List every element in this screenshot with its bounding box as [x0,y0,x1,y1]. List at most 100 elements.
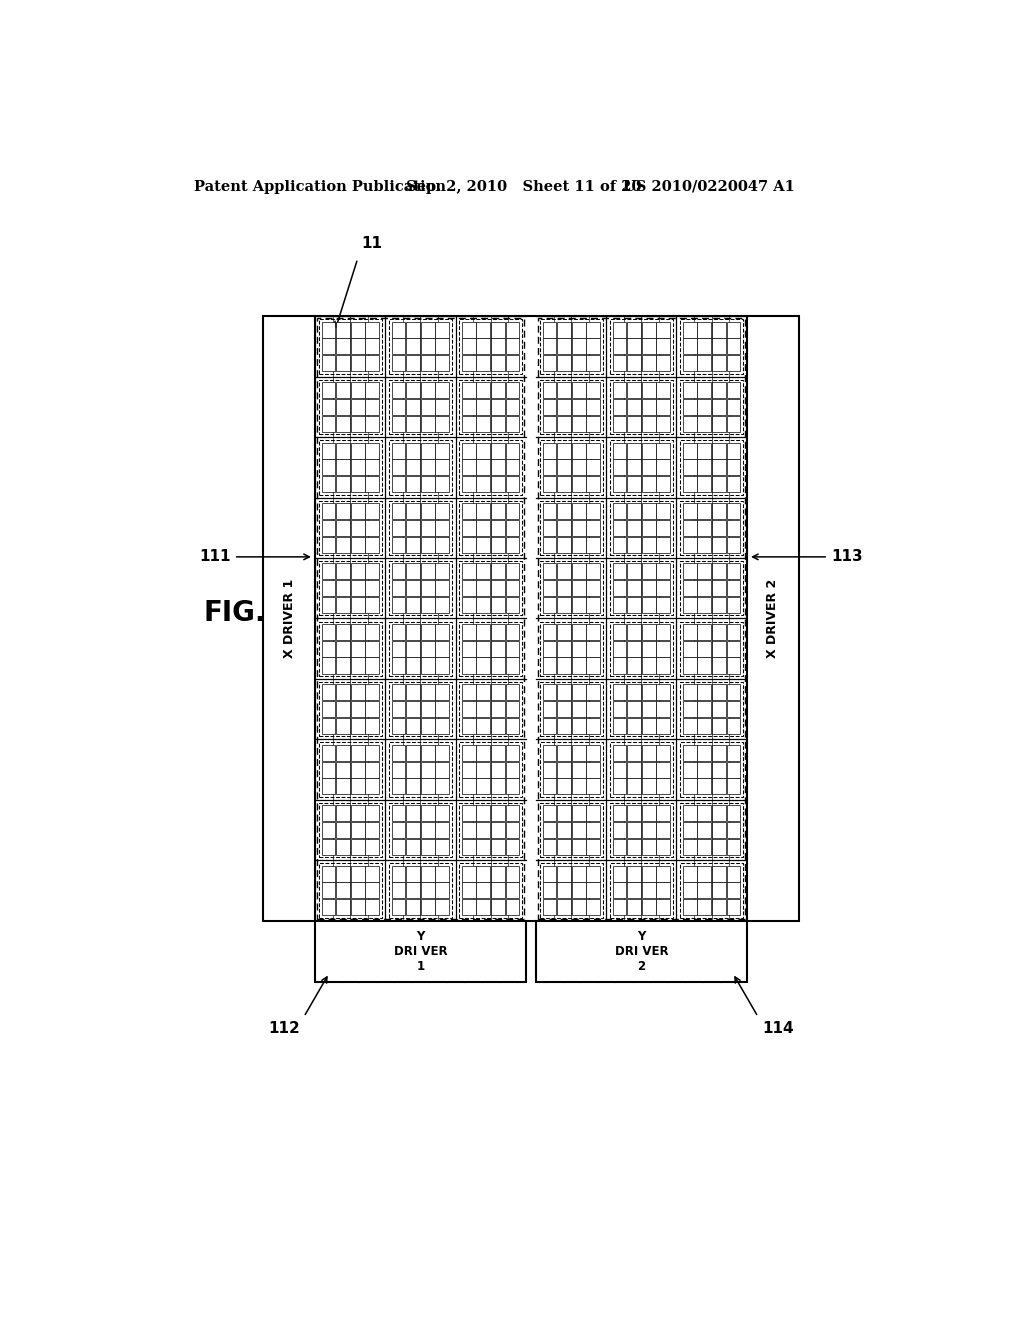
Bar [642,883,655,899]
Bar [683,442,696,458]
Bar [541,803,602,857]
Bar [351,640,365,657]
Bar [336,744,350,760]
Bar [628,459,641,475]
Bar [315,921,525,982]
Bar [366,744,379,760]
Bar [571,866,586,882]
Bar [628,416,641,432]
Bar [587,597,600,612]
Bar [697,503,711,519]
Bar [557,477,571,492]
Bar [407,459,420,475]
Bar [319,561,382,615]
Bar [366,899,379,915]
Bar [462,503,475,519]
Bar [683,537,696,553]
Bar [610,863,673,917]
Bar [351,597,365,612]
Bar [490,537,505,553]
Bar [683,822,696,838]
Bar [506,399,519,414]
Bar [490,399,505,414]
Bar [366,701,379,717]
Bar [421,477,435,492]
Bar [543,822,556,838]
Bar [612,883,627,899]
Bar [727,883,740,899]
Bar [628,866,641,882]
Bar [336,442,350,458]
Bar [490,520,505,536]
Bar [656,597,671,612]
Bar [263,317,315,921]
Bar [462,381,475,399]
Bar [571,684,586,701]
Bar [680,380,742,434]
Bar [557,581,571,597]
Bar [642,520,655,536]
Bar [490,416,505,432]
Bar [683,744,696,760]
Bar [712,581,726,597]
Bar [476,718,490,734]
Bar [407,805,420,821]
Bar [435,537,450,553]
Bar [642,399,655,414]
Bar [628,564,641,579]
Bar [571,416,586,432]
Bar [435,381,450,399]
Bar [460,500,521,554]
Bar [506,805,519,821]
Bar [543,459,556,475]
Bar [462,718,475,734]
Bar [351,822,365,838]
Bar [490,684,505,701]
Bar [490,477,505,492]
Bar [351,564,365,579]
Bar [680,682,742,737]
Bar [712,503,726,519]
Bar [421,718,435,734]
Bar [322,805,336,821]
Bar [366,718,379,734]
Bar [351,355,365,371]
Bar [712,640,726,657]
Bar [612,416,627,432]
Bar [642,779,655,795]
Bar [366,883,379,899]
Text: FIG.11: FIG.11 [204,599,305,627]
Bar [435,416,450,432]
Bar [642,762,655,777]
Bar [421,416,435,432]
Text: X DRIVER 1: X DRIVER 1 [283,579,296,659]
Text: 114: 114 [762,1020,794,1036]
Bar [628,355,641,371]
Bar [543,416,556,432]
Bar [506,537,519,553]
Bar [642,416,655,432]
Bar [351,399,365,414]
Bar [697,399,711,414]
Bar [476,701,490,717]
Bar [587,477,600,492]
Bar [435,701,450,717]
Bar [490,805,505,821]
Bar [460,319,521,374]
Bar [435,744,450,760]
Bar [656,355,671,371]
Bar [336,581,350,597]
Bar [336,657,350,673]
Text: Patent Application Publication: Patent Application Publication [194,180,445,194]
Bar [541,863,602,917]
Text: 111: 111 [199,549,230,565]
Bar [407,762,420,777]
Bar [391,640,406,657]
Bar [628,684,641,701]
Bar [319,441,382,495]
Bar [543,762,556,777]
Bar [697,416,711,432]
Bar [322,503,336,519]
Bar [366,503,379,519]
Bar [557,442,571,458]
